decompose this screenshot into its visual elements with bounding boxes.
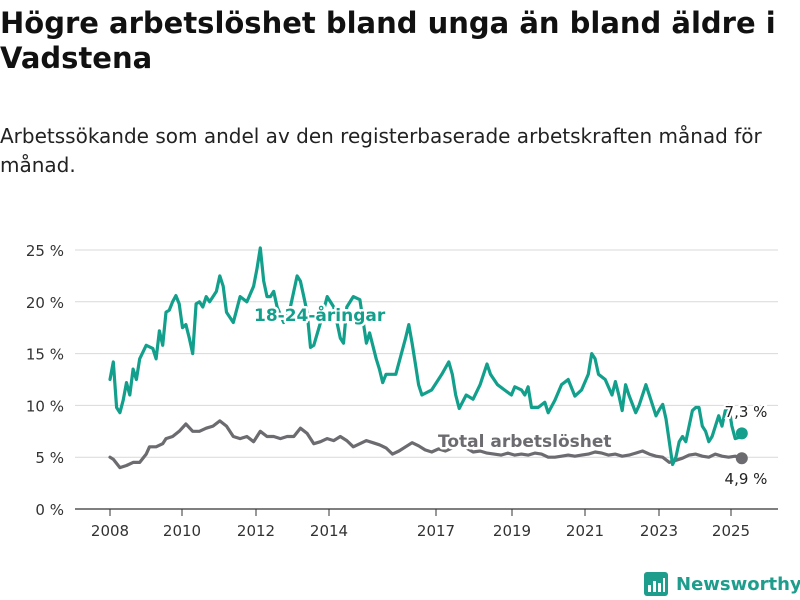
y-tick-label: 10 % [26,397,64,415]
x-tick-label: 2019 [493,522,531,540]
end-point-total [735,452,748,465]
x-tick-label: 2021 [566,522,604,540]
series-line-total [108,419,744,470]
x-tick-label: 2023 [640,522,678,540]
labels: 18-24-åringar Total arbetslöshet 7,3 % 4,9 … [252,302,770,491]
chart-subtitle: Arbetssökande som andel av den registerb… [0,124,762,177]
brand-name: Newsworthy [676,573,800,595]
series-label-18-24: 18-24-åringar [254,304,386,326]
chart-title: Högre arbetslöshet bland unga än bland ä… [0,6,776,75]
y-tick-label: 20 % [26,294,64,312]
axes: 0 % 5 % 10 % 15 % 20 % 25 % 2008 2010 2012 2014 20… [26,242,750,540]
end-label-18-24: 7,3 % [725,403,768,421]
end-label-total: 4,9 % [725,470,768,488]
bar-chart-logo-icon [644,572,668,596]
y-tick-label: 25 % [26,242,64,260]
y-tick-label: 0 % [35,501,64,519]
x-tick-label: 2017 [417,522,455,540]
series-line-18-24 [108,246,744,467]
newsworthy-logo: Newsworthy [644,570,800,598]
x-tick-label: 2008 [91,522,129,540]
x-tick-label: 2014 [310,522,348,540]
y-tick-label: 15 % [26,346,64,364]
x-tick-label: 2010 [163,522,201,540]
end-point-18-24 [735,427,748,440]
grid [75,249,778,510]
x-tick-label: 2012 [237,522,275,540]
series [108,246,748,470]
series-label-total: Total arbetslöshet [438,432,612,452]
y-tick-label: 5 % [35,449,64,467]
x-tick-label: 2025 [712,522,750,540]
